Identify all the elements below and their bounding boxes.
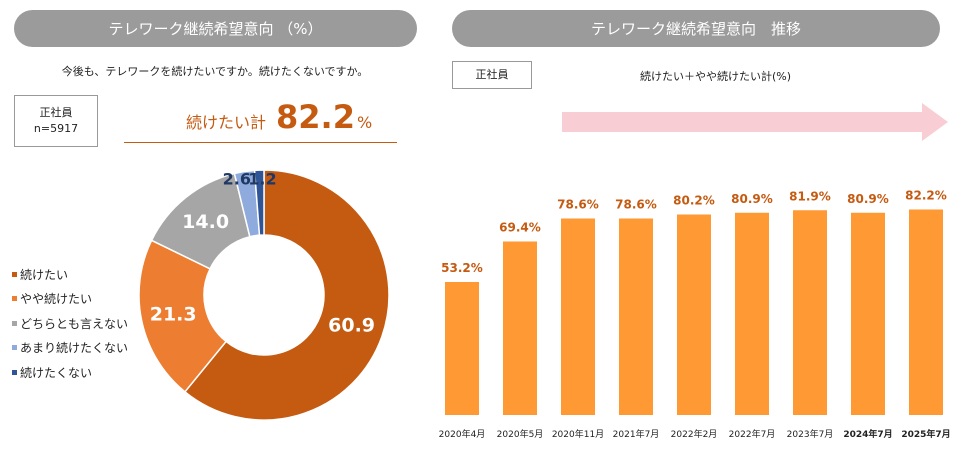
trend-arrow <box>562 103 948 141</box>
legend-label: あまり続けたくない <box>20 341 129 356</box>
bar-data-label: 53.2% <box>441 261 483 275</box>
bar <box>909 209 943 415</box>
bar <box>735 212 769 415</box>
bar-data-label: 81.9% <box>789 189 831 203</box>
total-unit: % <box>356 113 373 132</box>
bar-data-label: 69.4% <box>499 221 541 235</box>
donut-data-label: 1.2 <box>248 170 276 189</box>
bar-data-label: 80.9% <box>731 192 773 206</box>
x-tick-label: 2025年7月 <box>901 428 950 440</box>
donut-data-label: 2.6 <box>223 170 251 189</box>
total-summary: 続けたい計 82.2 % <box>186 98 372 136</box>
legend-swatch <box>12 320 17 326</box>
bar <box>561 218 595 415</box>
bar-data-label: 78.6% <box>557 198 599 212</box>
x-tick-label: 2023年7月 <box>787 428 834 440</box>
donut-slice <box>183 169 390 421</box>
donut-slice <box>138 239 228 393</box>
survey-question: 今後も、テレワークを続けたいですか。続けたくないですか。 <box>61 65 369 78</box>
bar-chart: 53.2% 2020年4月 69.4% 2020年5月 78.6% 2020年11月 78.… <box>439 189 951 441</box>
legend-swatch <box>12 296 17 302</box>
donut-chart: 60.9 21.3 14.0 2.61.2 <box>138 169 390 421</box>
x-tick-label: 2021年7月 <box>613 428 660 440</box>
bar <box>503 241 537 415</box>
bar <box>851 212 885 415</box>
donut-data-label: 14.0 <box>182 211 229 233</box>
bar-data-label: 80.2% <box>673 194 715 208</box>
legend-item: 続けたい <box>12 262 128 287</box>
trend-subtitle: 続けたい＋やや続けたい計(%) <box>640 70 792 83</box>
total-underline <box>124 142 397 143</box>
x-tick-label: 2020年5月 <box>497 428 544 440</box>
bar <box>677 214 711 415</box>
legend-label: やや続けたい <box>20 292 93 307</box>
bar <box>619 218 653 415</box>
sample-box: 正社員 n=5917 <box>14 95 98 147</box>
total-label: 続けたい計 <box>186 113 267 132</box>
x-tick-label: 2020年11月 <box>552 428 604 440</box>
legend-item: あまり続けたくない <box>12 336 128 361</box>
legend-swatch <box>12 369 17 375</box>
legend-swatch <box>12 271 17 277</box>
bar-data-label: 78.6% <box>615 198 657 212</box>
group-label: 正社員 <box>39 105 73 119</box>
legend-label: 続けたい <box>20 267 69 282</box>
sample-size: n=5917 <box>33 122 79 135</box>
donut-data-label: 60.9 <box>328 315 375 337</box>
legend-item: 続けたくない <box>12 360 128 385</box>
bar <box>793 210 827 415</box>
donut-data-label: 21.3 <box>150 304 197 326</box>
legend-label: 続けたくない <box>20 365 93 380</box>
donut-slice <box>253 169 265 236</box>
x-tick-label: 2020年4月 <box>439 428 486 440</box>
legend-swatch <box>12 345 17 351</box>
legend-item: やや続けたい <box>12 287 128 312</box>
left-panel-title: テレワーク継続希望意向 （%） <box>14 10 417 47</box>
right-panel-title: テレワーク継続希望意向 推移 <box>452 10 940 47</box>
x-tick-label: 2022年2月 <box>671 428 718 440</box>
donut-legend: 続けたい やや続けたい どちらとも言えない あまり続けたくない 続けたくない <box>12 262 128 385</box>
bar-data-label: 82.2% <box>905 189 947 203</box>
legend-item: どちらとも言えない <box>12 311 128 336</box>
bar-data-label: 80.9% <box>847 192 889 206</box>
x-tick-label: 2024年7月 <box>843 428 892 440</box>
total-value: 82.2 <box>276 98 355 136</box>
bar <box>445 282 479 415</box>
trend-group-box: 正社員 <box>452 61 532 89</box>
legend-label: どちらとも言えない <box>20 316 129 331</box>
x-tick-label: 2022年7月 <box>729 428 776 440</box>
